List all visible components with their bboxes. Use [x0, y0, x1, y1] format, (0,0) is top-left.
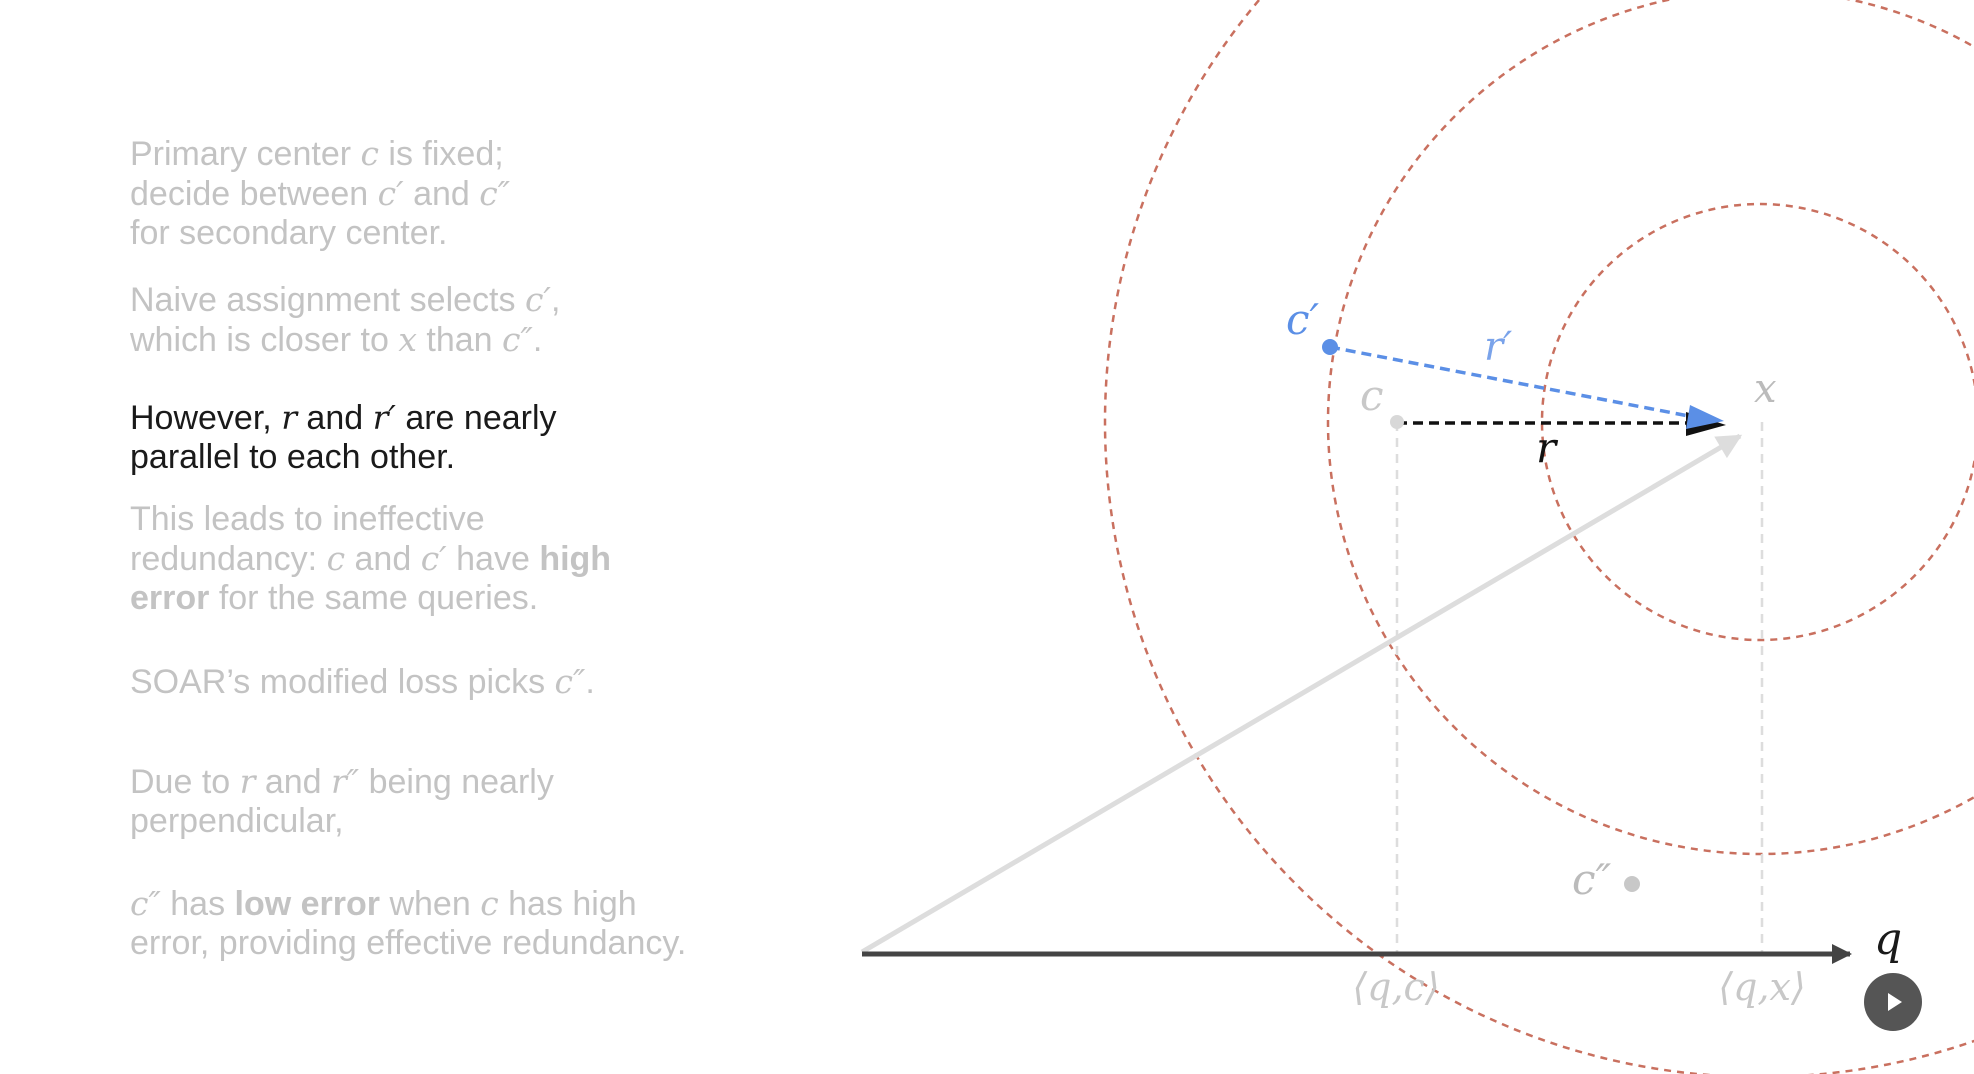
distance-circle-large	[1103, 0, 1974, 1074]
point-c-prime	[1322, 339, 1338, 355]
para-ineffective-redundancy: This leads to ineffective redundancy: c …	[130, 500, 611, 618]
para-effective-redundancy: c″ has low error when c has high error, …	[130, 884, 686, 963]
point-c	[1390, 415, 1404, 429]
text-line: error for the same queries.	[130, 579, 539, 617]
para-soar-picks: SOAR’s modified loss picks c″.	[130, 662, 595, 702]
text-line: SOAR’s modified loss picks c″.	[130, 662, 595, 701]
para-however-parallel: However, r and r′ are nearly parallel to…	[130, 398, 557, 477]
label-c: c	[1360, 371, 1384, 420]
label-q: q	[1874, 914, 1902, 965]
distance-circle-small	[1540, 202, 1974, 642]
para-naive-assignment: Naive assignment selects c′, which is cl…	[130, 280, 560, 360]
text-line: perpendicular,	[130, 802, 344, 840]
label-c-prime: c′	[1286, 295, 1320, 344]
play-button[interactable]	[1864, 973, 1922, 1031]
text-line: redundancy: c and c′ have high	[130, 539, 612, 578]
text-line: c″ has low error when c has high	[130, 884, 637, 923]
para-primary-center: Primary center c is fixed; decide betwee…	[130, 134, 510, 253]
residual-r-prime-arrowhead	[1686, 405, 1724, 429]
text-line: decide between c′ and c″	[130, 174, 511, 213]
text-line: Primary center c is fixed;	[130, 134, 504, 173]
text-line: for secondary center.	[130, 214, 448, 252]
text-line: However, r and r′ are nearly	[130, 398, 557, 437]
label-r-prime: r′	[1484, 324, 1512, 370]
label-r: r	[1536, 423, 1559, 472]
label-projection-qc: ⟨q,c⟩	[1352, 965, 1439, 1009]
para-perpendicular: Due to r and r″ being nearly perpendicul…	[130, 762, 554, 841]
text-line: Due to r and r″ being nearly	[130, 762, 554, 801]
residual-r-prime-line	[1329, 345, 1695, 419]
label-projection-qx: ⟨q,x⟩	[1718, 965, 1806, 1009]
distance-circle-medium	[1326, 0, 1974, 856]
text-line: which is closer to x than c″.	[130, 320, 543, 359]
vector-x	[860, 433, 1743, 955]
label-c-double-prime: c″	[1572, 855, 1612, 904]
text-line: Naive assignment selects c′,	[130, 280, 561, 319]
text-line: This leads to ineffective	[130, 500, 485, 538]
point-c-double-prime	[1624, 876, 1640, 892]
label-x: x	[1754, 366, 1777, 412]
text-line: error, providing effective redundancy.	[130, 924, 687, 962]
text-line: parallel to each other.	[130, 438, 456, 476]
play-icon	[1888, 993, 1902, 1011]
